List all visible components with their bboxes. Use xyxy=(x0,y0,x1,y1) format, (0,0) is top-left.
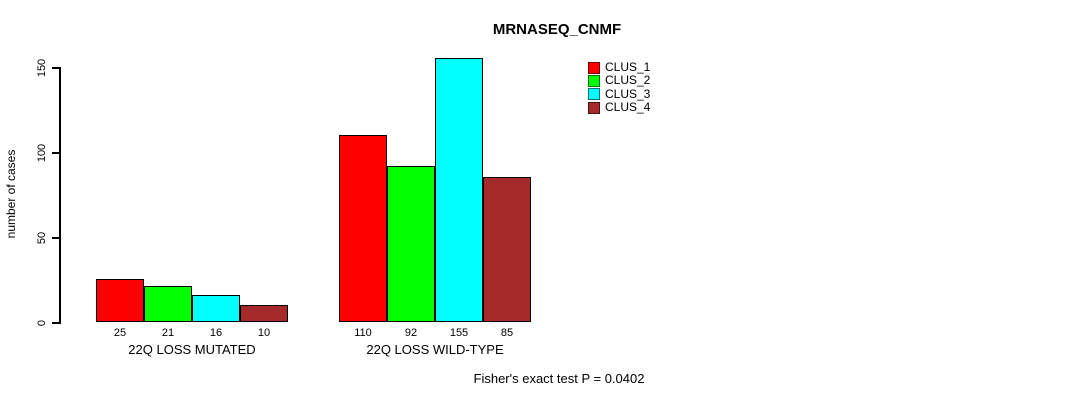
y-tick-mark xyxy=(52,67,60,69)
legend-swatch-clus_4 xyxy=(588,101,600,114)
x-group-label: 22Q LOSS WILD-TYPE xyxy=(366,342,504,357)
legend-label: CLUS_1 xyxy=(605,60,651,75)
legend-swatch-clus_2 xyxy=(588,74,600,87)
legend-swatch-clus_3 xyxy=(588,88,600,101)
y-axis-line xyxy=(59,67,61,324)
y-tick-label: 0 xyxy=(36,319,48,327)
legend-label: CLUS_2 xyxy=(605,73,651,88)
stat-annotation: Fisher's exact test P = 0.0402 xyxy=(473,371,645,386)
bar-value-label: 110 xyxy=(354,327,372,339)
bar-value-label: 85 xyxy=(500,327,514,339)
legend-row: CLUS_1 xyxy=(588,61,650,74)
y-axis-label: number of cases xyxy=(4,149,18,239)
legend-row: CLUS_4 xyxy=(588,101,650,114)
y-tick-mark xyxy=(52,322,60,324)
bar-value-label: 21 xyxy=(161,327,175,339)
bar-clus_3-group2 xyxy=(435,58,483,322)
legend-label: CLUS_3 xyxy=(605,86,651,101)
legend-swatch-clus_1 xyxy=(588,61,600,74)
bar-value-label: 92 xyxy=(404,327,418,339)
y-tick-label: 100 xyxy=(36,143,48,163)
bar-clus_4-group1 xyxy=(240,305,288,322)
bar-clus_4-group2 xyxy=(483,177,531,322)
legend-label: CLUS_4 xyxy=(605,100,651,115)
bar-value-label: 16 xyxy=(209,327,223,339)
bar-clus_2-group2 xyxy=(387,166,435,322)
bar-value-label: 10 xyxy=(257,327,271,339)
legend-row: CLUS_3 xyxy=(588,86,651,101)
bar-clus_2-group1 xyxy=(144,286,192,322)
legend: CLUS_1 CLUS_2 CLUS_3 CLUS_4 xyxy=(588,61,650,114)
x-group-label: 22Q LOSS MUTATED xyxy=(128,342,256,357)
bar-value-label: 155 xyxy=(449,327,469,339)
y-tick-mark xyxy=(52,152,60,154)
bar-clus_1-group1 xyxy=(96,279,144,322)
bar-clus_1-group2 xyxy=(339,135,387,322)
y-tick-mark xyxy=(52,237,60,239)
bar-clus_3-group1 xyxy=(192,295,240,322)
y-tick-label: 150 xyxy=(36,58,48,78)
y-tick-label: 50 xyxy=(36,231,48,245)
bar-value-label: 25 xyxy=(113,327,127,339)
legend-row: CLUS_2 xyxy=(588,74,650,87)
chart-title: MRNASEQ_CNMF xyxy=(492,21,622,38)
